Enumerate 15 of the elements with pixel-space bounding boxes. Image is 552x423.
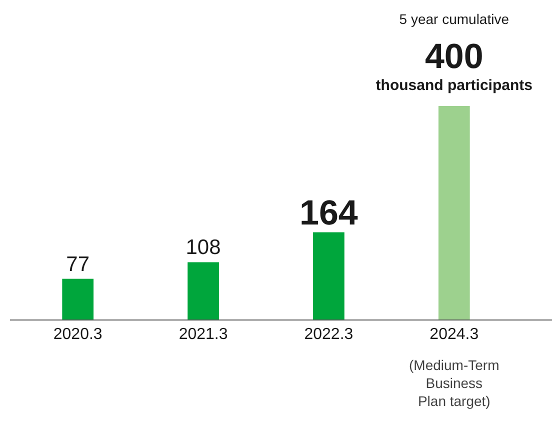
data-label: 400	[424, 37, 484, 76]
x-tick-label: 2021.3	[178, 326, 228, 343]
bar	[438, 106, 470, 320]
data-label: 164	[300, 193, 358, 232]
text: (Medium-Term Business Plan target)	[409, 357, 500, 409]
bar	[313, 232, 344, 320]
data-label: 108	[186, 236, 221, 260]
data-label: 77	[66, 252, 90, 276]
x-tick-label: 2020.3	[53, 326, 102, 343]
text: thousand participants	[376, 77, 532, 94]
x-tick-label: 2024.3	[430, 326, 479, 343]
text: 5 year cumulative	[399, 11, 510, 27]
x-tick-label: 2022.3	[304, 326, 354, 343]
bar	[188, 262, 219, 320]
bar	[62, 278, 94, 320]
